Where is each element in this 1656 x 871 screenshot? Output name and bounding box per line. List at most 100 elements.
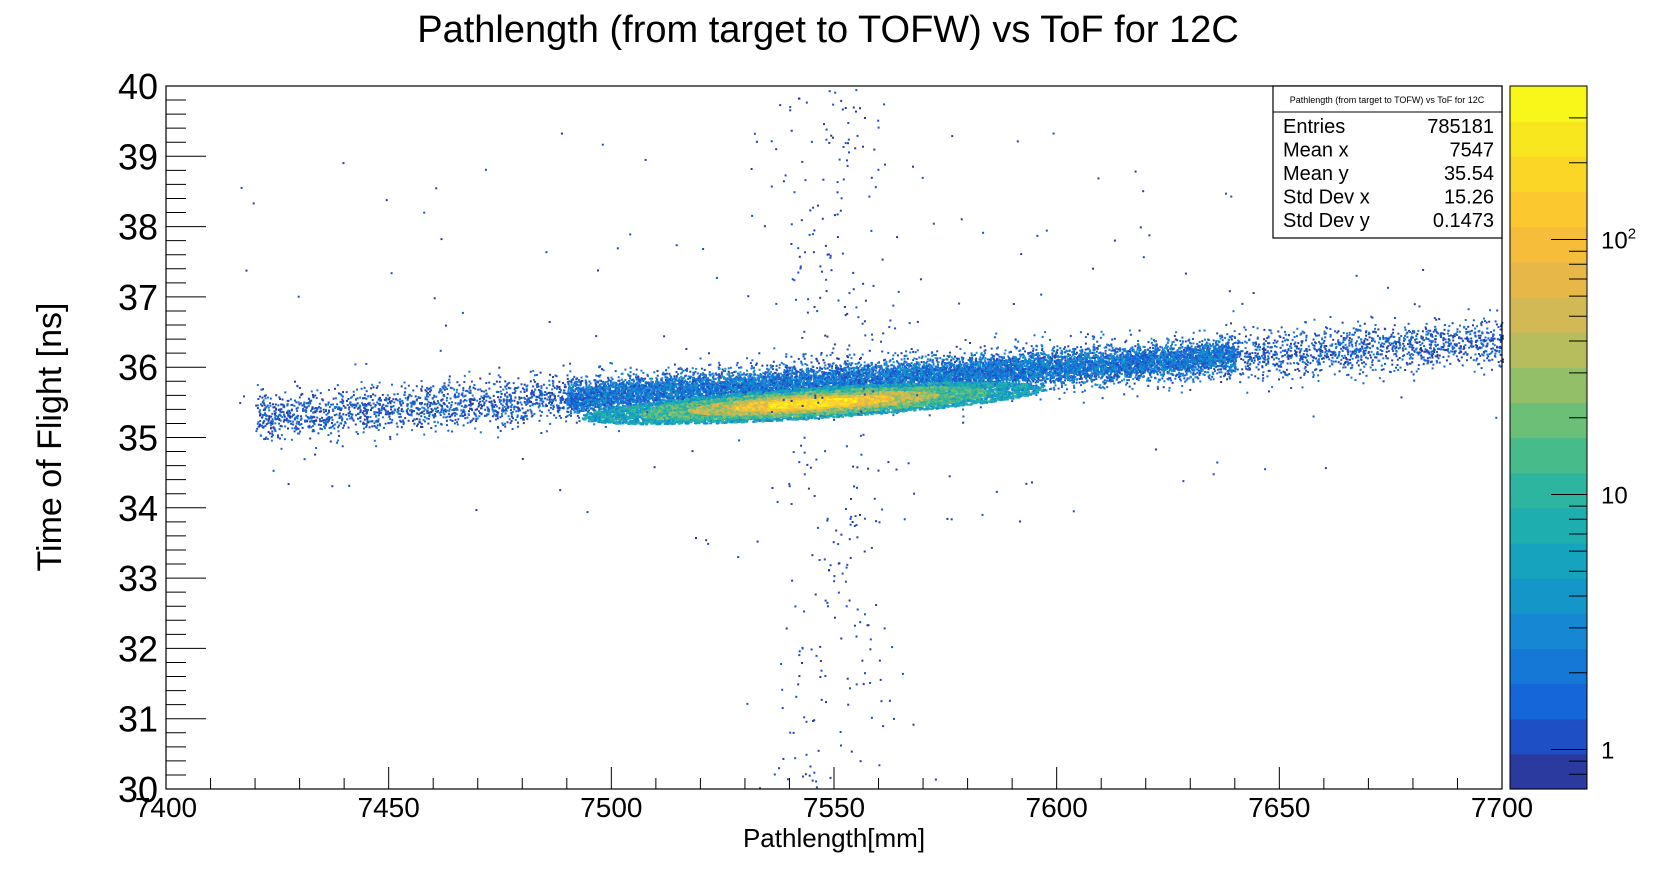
heatmap-cell (1040, 368, 1043, 371)
heatmap-cell (265, 423, 268, 426)
heatmap-cell (1392, 335, 1395, 338)
heatmap-cell (1185, 379, 1188, 382)
heatmap-cell (372, 393, 375, 396)
heatmap-cell (1421, 336, 1424, 339)
heatmap-cell (761, 391, 764, 394)
heatmap-cell (1314, 368, 1317, 371)
heatmap-cell (1298, 369, 1301, 372)
heatmap-cell (988, 358, 991, 361)
heatmap-cell (1250, 360, 1253, 362)
heatmap-cell (264, 397, 267, 400)
heatmap-cell (426, 404, 429, 407)
heatmap-cell (480, 407, 483, 410)
heatmap-cell (1209, 347, 1212, 350)
heatmap-cell (351, 395, 354, 398)
heatmap-cell (1411, 330, 1414, 333)
heatmap-cell (1050, 369, 1053, 372)
heatmap-cell (445, 419, 448, 422)
heatmap-cell (460, 405, 463, 408)
heatmap-cell (727, 370, 730, 373)
heatmap-cell (539, 391, 541, 394)
heatmap-cell (1107, 374, 1110, 377)
heatmap-cell (1412, 373, 1415, 376)
heatmap-cell (1025, 342, 1028, 345)
heatmap-cell (1246, 355, 1249, 358)
heatmap-cell (287, 427, 289, 430)
heatmap-cell (361, 411, 364, 414)
heatmap-cell (1385, 350, 1388, 353)
heatmap-cell (532, 378, 535, 381)
heatmap-cell (1501, 360, 1504, 363)
heatmap-cell (1180, 343, 1182, 346)
heatmap-cell (343, 424, 346, 427)
heatmap-cell (1398, 357, 1401, 359)
heatmap-cell (1267, 360, 1270, 363)
heatmap-cell (291, 427, 294, 430)
heatmap-cell (518, 396, 521, 399)
heatmap-cell (636, 376, 639, 379)
heatmap-cell (1485, 345, 1488, 348)
heatmap-cell (507, 406, 510, 409)
heatmap-cell (423, 416, 426, 419)
heatmap-cell (485, 399, 488, 402)
heatmap-cell (490, 401, 493, 404)
heatmap-cell (960, 356, 963, 359)
heatmap-cell (337, 430, 340, 433)
heatmap-cell (508, 418, 511, 421)
heatmap-cell (1369, 366, 1372, 369)
heatmap-cell (1062, 362, 1065, 365)
heatmap-cell (1482, 350, 1485, 353)
heatmap-cell (1448, 325, 1451, 328)
heatmap-cell (302, 409, 304, 412)
heatmap-cell (803, 357, 806, 360)
heatmap-cell (569, 370, 572, 373)
heatmap-cell (315, 447, 317, 449)
heatmap-cell (1064, 359, 1067, 362)
heatmap-cell (719, 376, 722, 379)
heatmap-cell (1449, 362, 1452, 365)
heatmap-cell (1095, 356, 1098, 359)
heatmap-cell (1128, 329, 1131, 332)
heatmap-cell (1345, 332, 1348, 335)
heatmap-cell (1428, 352, 1431, 355)
heatmap-cell (345, 413, 348, 416)
heatmap-cell (1264, 340, 1267, 342)
heatmap-cell (386, 394, 389, 397)
heatmap-cell (421, 385, 424, 388)
heatmap-cell (520, 403, 523, 406)
heatmap-cell (1041, 335, 1044, 338)
heatmap-cell (1419, 344, 1422, 346)
heatmap-cell (914, 351, 917, 354)
heatmap-cell (1166, 371, 1169, 373)
heatmap-cell (1149, 346, 1152, 349)
heatmap-cell (642, 371, 645, 374)
heatmap-cell (624, 368, 627, 371)
heatmap-cell (1401, 347, 1404, 350)
heatmap-cell (1415, 335, 1418, 338)
heatmap-cell (399, 415, 402, 418)
heatmap-cell (1331, 353, 1334, 356)
heatmap-cell (558, 380, 561, 383)
heatmap-cell (510, 398, 513, 401)
heatmap-cell (653, 371, 656, 374)
heatmap-cell (493, 413, 496, 416)
heatmap-cell (1365, 343, 1368, 346)
heatmap-cell (576, 411, 579, 414)
heatmap-cell (1447, 341, 1450, 344)
heatmap-cell (1319, 345, 1322, 348)
heatmap-cell (1501, 334, 1504, 337)
heatmap-cell (482, 396, 485, 399)
heatmap-cell (548, 398, 551, 401)
heatmap-cell (1318, 334, 1321, 337)
heatmap-cell (349, 402, 351, 405)
heatmap-cell (1216, 332, 1219, 335)
heatmap-cell (1484, 336, 1487, 339)
heatmap-cell (275, 394, 278, 397)
heatmap-cell (622, 383, 625, 386)
heatmap-cell (1463, 352, 1466, 355)
heatmap-cell (279, 419, 282, 422)
heatmap-cell (310, 419, 313, 422)
heatmap-cell (1042, 350, 1045, 353)
heatmap-cell (1433, 347, 1435, 350)
heatmap-cell (1355, 329, 1358, 332)
